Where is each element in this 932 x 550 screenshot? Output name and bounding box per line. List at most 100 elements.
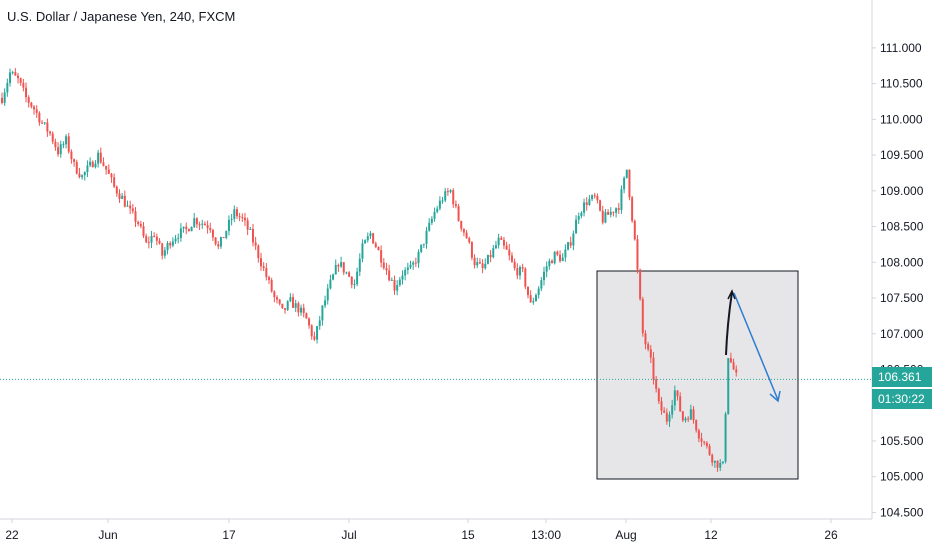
projection-up-arrow — [725, 291, 733, 356]
candle-body — [334, 264, 337, 275]
candle-body — [575, 219, 578, 234]
candle-body — [121, 195, 124, 199]
candle-body — [65, 136, 68, 145]
candle-body — [91, 161, 94, 168]
candle-body — [703, 441, 706, 443]
candle-body — [588, 199, 591, 205]
candle-body — [377, 247, 380, 251]
candle-body — [583, 202, 586, 213]
candle-body — [663, 410, 666, 413]
candle-body — [257, 245, 260, 259]
candle-body — [337, 264, 340, 267]
candle-body — [294, 303, 297, 308]
candle-body — [684, 418, 687, 421]
candle-body — [1, 97, 3, 103]
highlight-box — [596, 270, 799, 480]
candle-body — [508, 249, 511, 256]
candle-body — [182, 226, 185, 229]
candle-body — [6, 82, 9, 93]
candle-body — [462, 228, 465, 233]
candle-body — [110, 173, 113, 178]
candle-body — [631, 197, 634, 221]
candle-body — [465, 232, 468, 239]
candle-body — [185, 226, 188, 230]
candle-body — [452, 190, 455, 205]
candle-body — [147, 242, 150, 244]
candle-body — [300, 307, 303, 313]
projection-down-arrowhead — [769, 390, 781, 403]
candle-body — [131, 208, 134, 212]
candle-body — [123, 195, 126, 207]
candle-body — [681, 411, 684, 421]
candle-body — [102, 162, 105, 166]
candle-body — [500, 237, 503, 240]
candle-body — [214, 237, 217, 245]
candle-body — [412, 262, 415, 265]
candle-body — [129, 205, 132, 209]
candle-body — [382, 262, 385, 269]
candle-body — [655, 379, 658, 389]
candle-body — [83, 172, 86, 176]
candles-group — [1, 68, 738, 472]
candle-body — [70, 151, 73, 160]
candle-body — [9, 72, 12, 83]
time-axis-tick-label: 12 — [704, 528, 718, 542]
candle-body — [198, 224, 201, 226]
candle-body — [46, 122, 49, 132]
candle-body — [599, 200, 602, 211]
candle-body — [470, 242, 473, 258]
candle-body — [564, 249, 567, 258]
time-axis-tick-label: Jun — [98, 528, 117, 542]
candle-body — [17, 75, 20, 79]
candle-body — [406, 267, 409, 271]
candle-body — [449, 190, 452, 193]
candle-body — [446, 191, 449, 193]
candle-body — [369, 233, 372, 237]
candle-body — [97, 152, 100, 164]
candle-body — [425, 230, 428, 244]
candle-body — [262, 266, 265, 269]
price-axis: 111.000 110.500 110.000 109.500 109.000 108.5… — [872, 41, 924, 519]
candle-body — [364, 240, 367, 244]
candle-body — [353, 284, 356, 286]
candle-body — [617, 208, 620, 210]
candle-body — [644, 333, 647, 345]
candle-body — [43, 122, 46, 124]
candle-body — [716, 460, 719, 468]
time-axis-tick-label: 22 — [5, 528, 19, 542]
candle-body — [313, 336, 316, 340]
countdown-badge: 01:30:22 — [872, 389, 932, 409]
candle-body — [297, 303, 300, 313]
candle-body — [476, 262, 479, 266]
candle-body — [281, 303, 284, 309]
candle-body — [454, 204, 457, 207]
candle-body — [713, 460, 716, 463]
candle-body — [607, 212, 610, 215]
candle-body — [246, 220, 249, 230]
candle-body — [238, 216, 241, 218]
candle-body — [374, 243, 377, 248]
candle-body — [118, 193, 121, 199]
candle-body — [721, 461, 724, 463]
candle-body — [3, 92, 6, 103]
candle-body — [227, 219, 230, 231]
candle-body — [41, 122, 44, 124]
candle-body — [460, 220, 463, 229]
candle-body — [492, 248, 495, 258]
candle-body — [569, 242, 572, 246]
candle-body — [540, 280, 543, 289]
candle-body — [567, 242, 570, 250]
candle-body — [329, 279, 332, 289]
candle-body — [591, 195, 594, 200]
candle-body — [342, 262, 345, 273]
candle-body — [86, 165, 89, 173]
candle-body — [529, 295, 532, 303]
candle-body — [163, 250, 166, 256]
candle-body — [225, 230, 228, 238]
price-axis-tick-label: 107.000 — [880, 327, 924, 341]
candle-body — [692, 409, 695, 421]
candle-body — [137, 221, 140, 224]
candle-body — [115, 186, 118, 194]
candle-body — [169, 243, 172, 246]
candle-body — [241, 217, 244, 219]
